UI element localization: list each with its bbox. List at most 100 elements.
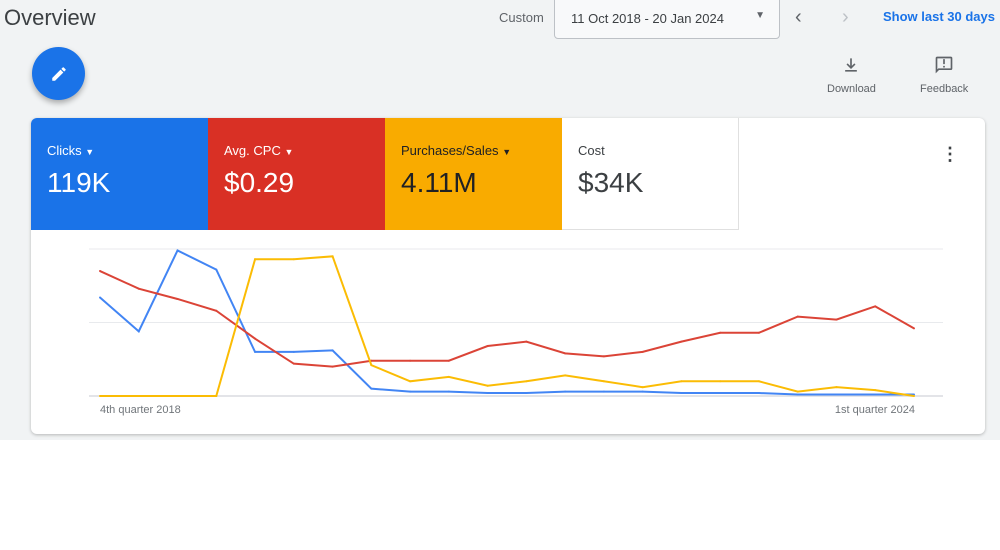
data-point: [447, 375, 450, 378]
overview-card: Clicks ▼ 119K Avg. CPC ▼ $0.29 Purchases/S…: [31, 118, 985, 434]
feedback-label: Feedback: [920, 83, 969, 95]
data-point: [874, 305, 877, 308]
metric-label: Clicks: [47, 143, 82, 158]
data-point: [215, 309, 218, 312]
data-point: [874, 389, 877, 392]
metric-tile-cost[interactable]: Cost $34K: [562, 118, 739, 230]
data-point: [680, 392, 683, 395]
data-point: [486, 384, 489, 387]
data-point: [254, 350, 257, 353]
data-point: [913, 327, 915, 330]
data-point: [176, 395, 179, 397]
edit-button[interactable]: [32, 47, 85, 100]
data-point: [525, 340, 528, 343]
data-point: [447, 359, 450, 362]
data-point: [137, 395, 140, 397]
caret-down-icon: ▼: [755, 10, 765, 21]
caret-down-icon: ▼: [284, 147, 294, 157]
metric-value: 4.11M: [401, 167, 477, 198]
data-point: [719, 331, 722, 334]
data-point: [486, 392, 489, 395]
metric-value: $0.29: [224, 167, 295, 198]
data-point: [292, 258, 295, 261]
data-point: [99, 395, 101, 397]
data-point: [835, 318, 838, 321]
data-point: [292, 350, 295, 353]
data-point: [370, 364, 373, 367]
data-point: [796, 315, 799, 318]
download-icon: [845, 58, 858, 72]
data-point: [680, 380, 683, 383]
metric-label: Avg. CPC: [224, 143, 281, 158]
feedback-icon: [935, 56, 953, 74]
data-point: [641, 390, 644, 393]
data-point: [99, 270, 101, 273]
data-point: [796, 390, 799, 393]
data-point: [602, 355, 605, 358]
chevron-right-icon[interactable]: ›: [842, 6, 849, 28]
data-point: [757, 392, 760, 395]
date-range-value: 11 Oct 2018 - 20 Jan 2024: [571, 11, 724, 26]
x-axis-start-label: 4th quarter 2018: [100, 404, 181, 416]
series-line-0: [99, 249, 914, 396]
data-point: [331, 255, 334, 258]
metric-tile-clicks[interactable]: Clicks ▼ 119K: [31, 118, 208, 230]
data-point: [215, 268, 218, 271]
date-range-select[interactable]: 11 Oct 2018 - 20 Jan 2024 ▼: [554, 0, 780, 39]
data-point: [331, 349, 334, 352]
caret-down-icon: ▼: [502, 147, 512, 157]
data-point: [564, 352, 567, 355]
metric-label: Cost: [578, 143, 605, 158]
data-point: [680, 340, 683, 343]
data-point: [525, 380, 528, 383]
data-point: [564, 390, 567, 393]
data-point: [215, 395, 218, 397]
data-point: [719, 380, 722, 383]
metric-tile-purchases[interactable]: Purchases/Sales ▼ 4.11M: [385, 118, 562, 230]
pencil-icon: [51, 66, 66, 81]
feedback-button[interactable]: Feedback: [920, 55, 968, 95]
page-title: Overview: [4, 5, 96, 30]
data-point: [486, 345, 489, 348]
data-point: [176, 249, 179, 252]
metric-tile-avg-cpc[interactable]: Avg. CPC ▼ $0.29: [208, 118, 385, 230]
data-point: [602, 390, 605, 393]
data-point: [641, 350, 644, 353]
data-point: [254, 258, 257, 261]
data-point: [719, 392, 722, 395]
metric-value: $34K: [578, 167, 644, 198]
data-point: [370, 387, 373, 390]
data-point: [447, 390, 450, 393]
data-point: [254, 337, 257, 340]
data-point: [757, 331, 760, 334]
data-point: [331, 365, 334, 368]
download-button[interactable]: Download: [827, 55, 876, 95]
data-point: [137, 287, 140, 290]
data-point: [137, 330, 140, 333]
x-axis-end-label: 1st quarter 2024: [834, 404, 915, 416]
data-point: [835, 393, 838, 396]
data-point: [641, 386, 644, 389]
chevron-left-icon[interactable]: ‹: [795, 6, 802, 28]
caret-down-icon: ▼: [85, 147, 95, 157]
data-point: [913, 395, 915, 397]
data-point: [99, 296, 101, 299]
more-options-icon[interactable]: ⋮: [941, 144, 959, 164]
download-label: Download: [827, 83, 876, 95]
data-point: [874, 393, 877, 396]
data-point: [409, 390, 412, 393]
show-last-30-days-link[interactable]: Show last 30 days: [883, 9, 995, 24]
data-point: [796, 393, 799, 396]
line-chart: [89, 248, 943, 397]
data-point: [409, 380, 412, 383]
metric-value: 119K: [47, 167, 111, 198]
data-point: [835, 386, 838, 389]
data-point: [176, 297, 179, 300]
series-line-1: [99, 270, 915, 368]
data-point: [602, 380, 605, 383]
range-type-label: Custom: [499, 10, 544, 25]
data-point: [564, 374, 567, 377]
data-point: [292, 362, 295, 365]
metric-label: Purchases/Sales: [401, 143, 499, 158]
data-point: [757, 380, 760, 383]
